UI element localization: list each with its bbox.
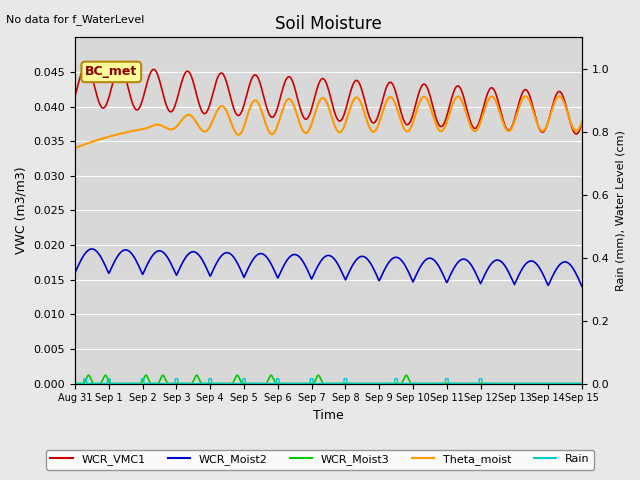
- Line: Theta_moist: Theta_moist: [75, 96, 582, 148]
- WCR_VMC1: [578, 120, 586, 126]
- WCR_Moist3: [476, 381, 484, 386]
- WCR_Moist2: [124, 247, 131, 253]
- Line: WCR_Moist3: WCR_Moist3: [75, 375, 582, 384]
- WCR_VMC1: [467, 120, 475, 126]
- Title: Soil Moisture: Soil Moisture: [275, 15, 382, 33]
- WCR_Moist3: [467, 381, 475, 386]
- WCR_Moist3: [124, 381, 131, 386]
- Rain: [71, 381, 79, 386]
- WCR_VMC1: [420, 81, 428, 87]
- WCR_VMC1: [124, 82, 131, 87]
- WCR_Moist2: [88, 246, 95, 252]
- Y-axis label: VWC (m3/m3): VWC (m3/m3): [15, 167, 28, 254]
- Theta_moist: [419, 94, 427, 100]
- WCR_Moist2: [295, 253, 303, 259]
- WCR_Moist3: [420, 381, 428, 386]
- WCR_VMC1: [476, 117, 484, 123]
- Rain: [80, 376, 88, 382]
- Line: WCR_Moist2: WCR_Moist2: [75, 249, 582, 287]
- Rain: [563, 381, 571, 386]
- WCR_Moist2: [71, 270, 79, 276]
- Theta_moist: [294, 116, 302, 122]
- Rain: [470, 381, 478, 386]
- Theta_moist: [476, 122, 483, 128]
- Rain: [318, 381, 326, 386]
- WCR_Moist3: [71, 381, 79, 386]
- WCR_VMC1: [573, 131, 580, 137]
- Y-axis label: Rain (mm), Water Level (cm): Rain (mm), Water Level (cm): [615, 130, 625, 291]
- Line: Rain: Rain: [75, 379, 582, 384]
- Theta_moist: [123, 130, 131, 135]
- WCR_Moist3: [276, 381, 284, 386]
- Theta_moist: [578, 119, 586, 125]
- Rain: [564, 381, 572, 386]
- WCR_Moist3: [578, 381, 586, 386]
- Text: BC_met: BC_met: [85, 65, 138, 78]
- Theta_moist: [556, 94, 563, 99]
- Rain: [97, 381, 105, 386]
- Rain: [578, 381, 586, 386]
- WCR_VMC1: [71, 93, 79, 98]
- Theta_moist: [71, 145, 79, 151]
- WCR_Moist2: [476, 279, 484, 285]
- Text: No data for f_WaterLevel: No data for f_WaterLevel: [6, 14, 145, 25]
- WCR_Moist2: [276, 269, 284, 275]
- Rain: [305, 381, 312, 386]
- Line: WCR_VMC1: WCR_VMC1: [75, 66, 582, 134]
- Theta_moist: [467, 122, 474, 128]
- WCR_VMC1: [83, 63, 90, 69]
- WCR_VMC1: [295, 101, 303, 107]
- X-axis label: Time: Time: [313, 409, 344, 422]
- WCR_Moist2: [578, 284, 586, 289]
- WCR_VMC1: [276, 94, 284, 100]
- WCR_Moist2: [420, 259, 428, 265]
- Theta_moist: [276, 115, 284, 121]
- WCR_Moist3: [102, 372, 109, 378]
- Legend: WCR_VMC1, WCR_Moist2, WCR_Moist3, Theta_moist, Rain: WCR_VMC1, WCR_Moist2, WCR_Moist3, Theta_…: [46, 450, 594, 469]
- WCR_Moist2: [467, 262, 475, 267]
- WCR_Moist3: [295, 381, 303, 386]
